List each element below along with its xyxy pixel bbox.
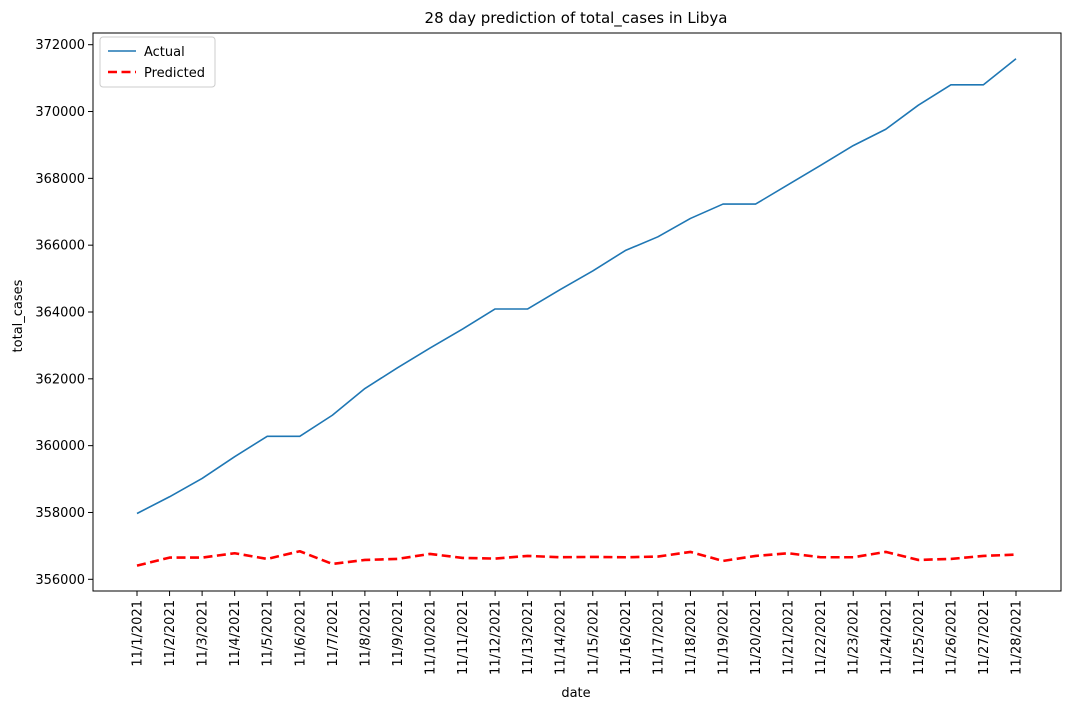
x-tick-label: 11/14/2021 [554, 600, 569, 675]
y-tick-label: 358000 [35, 506, 85, 521]
x-tick-label: 11/3/2021 [196, 600, 211, 667]
legend-box [99, 36, 216, 88]
x-tick-label: 11/15/2021 [586, 600, 601, 675]
x-tick-label: 11/4/2021 [228, 600, 243, 667]
plot-frame [92, 32, 1062, 592]
x-tick-label: 11/6/2021 [293, 600, 308, 667]
y-tick-label: 362000 [35, 372, 85, 387]
y-tick-label: 364000 [35, 306, 85, 321]
legend-label-predicted: Predicted [144, 66, 205, 81]
legend-label-actual: Actual [144, 45, 185, 60]
x-tick-label: 11/9/2021 [391, 600, 406, 667]
y-tick-label: 368000 [35, 172, 85, 187]
x-tick-label: 11/18/2021 [684, 600, 699, 675]
y-tick-label: 372000 [35, 38, 85, 53]
x-tick-label: 11/22/2021 [814, 600, 829, 675]
x-tick-label: 11/12/2021 [489, 600, 504, 675]
x-tick-label: 11/17/2021 [651, 600, 666, 675]
x-tick-label: 11/28/2021 [1010, 600, 1025, 675]
x-tick-label: 11/11/2021 [456, 600, 471, 675]
legend: Actual Predicted [99, 36, 216, 88]
x-tick-label: 11/21/2021 [782, 600, 797, 675]
x-tick-label: 11/13/2021 [521, 600, 536, 675]
x-tick-label: 11/1/2021 [131, 600, 146, 667]
x-tick-label: 11/7/2021 [326, 600, 341, 667]
x-tick-label: 11/26/2021 [944, 600, 959, 675]
x-tick-label: 11/19/2021 [717, 600, 732, 675]
x-tick-label: 11/27/2021 [977, 600, 992, 675]
x-tick-label: 11/25/2021 [912, 600, 927, 675]
x-tick-label: 11/10/2021 [424, 600, 439, 675]
x-tick-label: 11/8/2021 [358, 600, 373, 667]
chart-title: 28 day prediction of total_cases in Liby… [425, 9, 728, 28]
x-tick-label: 11/20/2021 [749, 600, 764, 675]
y-tick-label: 356000 [35, 573, 85, 588]
x-axis-label: date [561, 686, 590, 701]
x-tick-label: 11/16/2021 [619, 600, 634, 675]
series-line-predicted [136, 549, 1017, 567]
x-tick-label: 11/2/2021 [163, 600, 178, 667]
x-tick-label: 11/23/2021 [847, 600, 862, 675]
x-tick-label: 11/24/2021 [879, 600, 894, 675]
y-axis-label: total_cases [11, 279, 26, 352]
x-tick-label: 11/5/2021 [261, 600, 276, 667]
y-tick-label: 360000 [35, 439, 85, 454]
series-line-actual [136, 58, 1017, 515]
y-tick-label: 370000 [35, 105, 85, 120]
y-tick-label: 366000 [35, 239, 85, 254]
